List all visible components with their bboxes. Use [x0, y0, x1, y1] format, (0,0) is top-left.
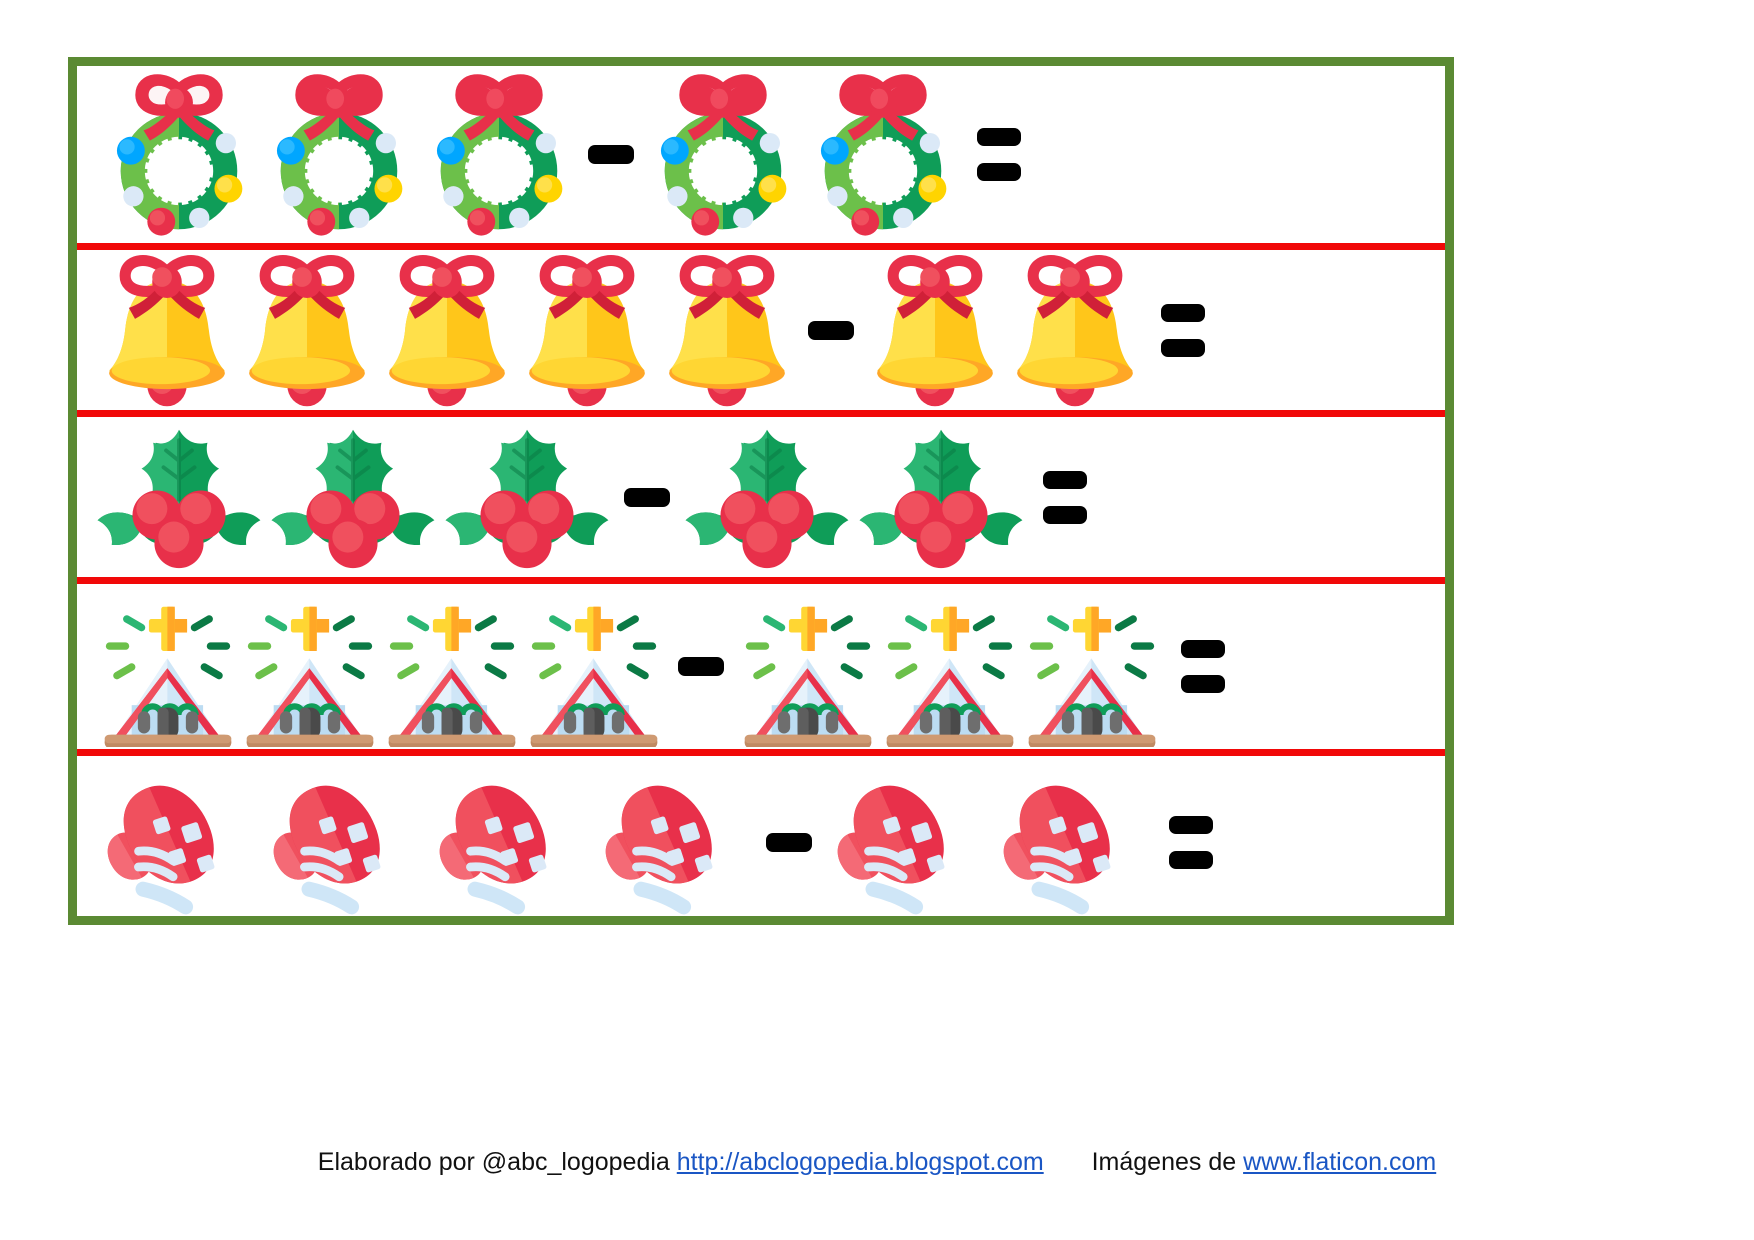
equals-bar-top	[1161, 303, 1205, 322]
mitten-icon	[1003, 785, 1111, 915]
church-icon	[744, 606, 872, 747]
equals-sign	[1143, 303, 1223, 357]
wreath-icon	[276, 74, 403, 236]
mitten-row	[77, 756, 1445, 928]
blog-link[interactable]: http://abclogopedia.blogspot.com	[676, 1148, 1044, 1176]
flaticon-link[interactable]: www.flaticon.com	[1243, 1148, 1437, 1176]
minus-sign	[575, 145, 647, 164]
holly-item[interactable]	[857, 422, 1025, 572]
equals-bar-top	[1181, 640, 1225, 658]
credit-text: Elaborado por @abc_logopedia	[317, 1148, 670, 1176]
wreath-icon	[660, 74, 787, 236]
bell-item[interactable]	[659, 250, 795, 410]
wreath-icon	[436, 74, 563, 236]
minus-sign	[611, 487, 683, 507]
minus-sign	[665, 657, 737, 676]
equals-bar-bottom	[1161, 338, 1205, 357]
worksheet-frame	[68, 57, 1454, 925]
holly-icon	[685, 429, 849, 569]
equals-bar-bottom	[1169, 850, 1213, 869]
holly-icon	[97, 429, 261, 569]
church-icon	[246, 606, 374, 747]
equals-bar-bottom	[1043, 505, 1087, 524]
bell-icon	[249, 255, 365, 407]
wreath-item[interactable]	[647, 72, 799, 237]
mitten-icon	[107, 785, 215, 915]
mitten-icon	[439, 785, 547, 915]
wreath-icon	[116, 74, 243, 236]
mitten-item[interactable]	[991, 762, 1151, 922]
church-item[interactable]	[879, 587, 1021, 747]
bell-icon	[109, 255, 225, 407]
bell-icon	[669, 255, 785, 407]
mitten-item[interactable]	[825, 762, 985, 922]
equals-bar-top	[1043, 470, 1087, 489]
church-item[interactable]	[523, 587, 665, 747]
bell-row	[77, 250, 1445, 417]
wreath-icon	[820, 74, 947, 236]
minus-sign	[795, 320, 867, 340]
mitten-item[interactable]	[95, 762, 255, 922]
mitten-icon	[605, 785, 713, 915]
wreath-item[interactable]	[103, 72, 255, 237]
church-icon	[388, 606, 516, 747]
holly-icon	[445, 429, 609, 569]
minus-bar	[588, 145, 634, 164]
church-item[interactable]	[97, 587, 239, 747]
church-icon	[1028, 606, 1156, 747]
minus-bar	[678, 657, 724, 676]
wreath-item[interactable]	[807, 72, 959, 237]
mitten-item[interactable]	[261, 762, 421, 922]
mitten-item[interactable]	[593, 762, 753, 922]
minus-sign	[753, 832, 825, 852]
footer-credits: Elaborado por @abc_logopedia http://abcl…	[0, 1148, 1754, 1177]
equals-bar-bottom	[977, 163, 1021, 181]
holly-icon	[271, 429, 435, 569]
equals-sign	[959, 128, 1039, 181]
church-item[interactable]	[239, 587, 381, 747]
holly-icon	[859, 429, 1023, 569]
equals-bar-top	[977, 128, 1021, 146]
church-item[interactable]	[381, 587, 523, 747]
church-item[interactable]	[737, 587, 879, 747]
equals-sign	[1025, 470, 1105, 524]
holly-item[interactable]	[443, 422, 611, 572]
bell-item[interactable]	[1007, 250, 1143, 410]
minus-bar	[808, 320, 854, 340]
wreath-row	[77, 66, 1445, 250]
minus-bar	[766, 832, 812, 852]
church-icon	[104, 606, 232, 747]
church-item[interactable]	[1021, 587, 1163, 747]
holly-item[interactable]	[269, 422, 437, 572]
bell-item[interactable]	[239, 250, 375, 410]
wreath-item[interactable]	[263, 72, 415, 237]
holly-row	[77, 417, 1445, 584]
equals-bar-bottom	[1181, 675, 1225, 693]
images-text: Imágenes de	[1091, 1148, 1237, 1176]
equals-bar-top	[1169, 815, 1213, 834]
bell-item[interactable]	[99, 250, 235, 410]
church-icon	[886, 606, 1014, 747]
bell-icon	[529, 255, 645, 407]
holly-item[interactable]	[95, 422, 263, 572]
bell-icon	[1017, 255, 1133, 407]
church-row	[77, 584, 1445, 756]
bell-item[interactable]	[379, 250, 515, 410]
minus-bar	[624, 487, 670, 507]
bell-icon	[877, 255, 993, 407]
mitten-icon	[837, 785, 945, 915]
equals-sign	[1151, 815, 1231, 869]
church-icon	[530, 606, 658, 747]
wreath-item[interactable]	[423, 72, 575, 237]
holly-item[interactable]	[683, 422, 851, 572]
bell-item[interactable]	[519, 250, 655, 410]
mitten-icon	[273, 785, 381, 915]
equals-sign	[1163, 640, 1243, 693]
bell-icon	[389, 255, 505, 407]
bell-item[interactable]	[867, 250, 1003, 410]
mitten-item[interactable]	[427, 762, 587, 922]
